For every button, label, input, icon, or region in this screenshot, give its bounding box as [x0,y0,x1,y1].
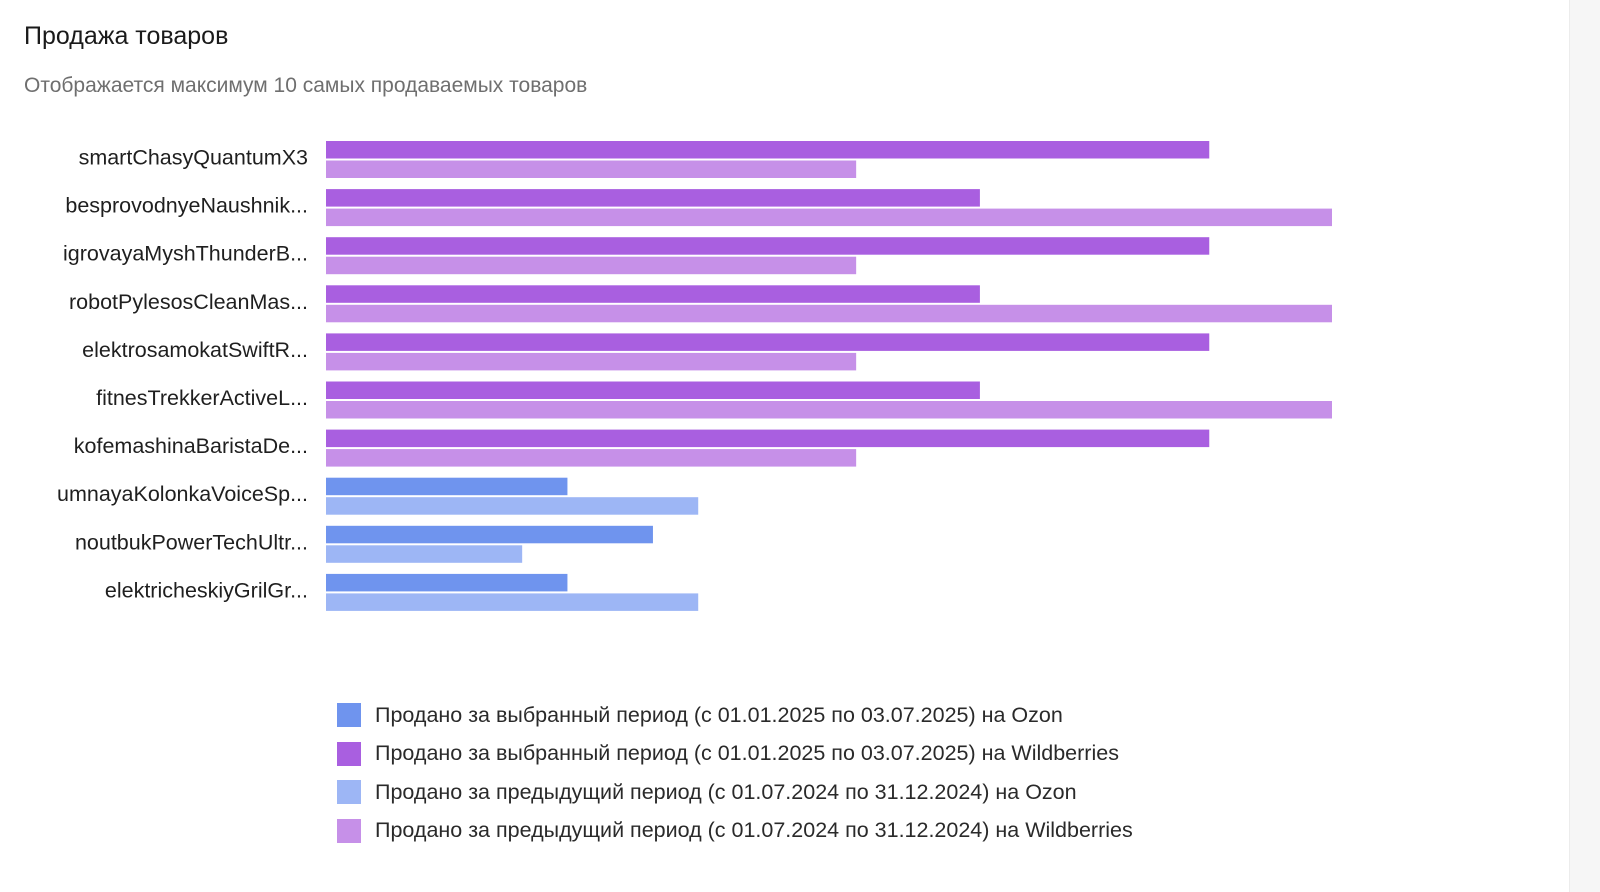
bar-current-3[interactable] [326,285,980,303]
bar-previous-8[interactable] [326,545,523,563]
bar-previous-1[interactable] [326,208,1332,227]
bar-current-4[interactable] [326,333,1210,351]
bar-current-2[interactable] [326,237,1210,255]
legend-item-3[interactable]: Продано за предыдущий период (с 01.07.20… [337,812,1133,851]
legend-item-2[interactable]: Продано за предыдущий период (с 01.07.20… [337,773,1133,812]
bar-current-9[interactable] [326,573,568,592]
legend-label-3: Продано за предыдущий период (с 01.07.20… [375,818,1133,843]
chart-legend: Продано за выбранный период (с 01.01.202… [337,696,1133,850]
category-label-6: kofemashinaBaristaDe... [74,434,308,458]
bar-current-6[interactable] [326,429,1210,448]
bar-previous-2[interactable] [326,256,857,275]
category-label-0: smartChasyQuantumX3 [79,146,308,170]
legend-swatch-0 [337,703,361,728]
bar-previous-0[interactable] [326,160,857,179]
category-label-8: noutbukPowerTechUltr... [75,530,308,554]
chart-subtitle: Отображается максимум 10 самых продаваем… [24,74,588,97]
bar-previous-3[interactable] [326,304,1332,323]
bar-previous-4[interactable] [326,352,857,371]
sales-bar-chart: smartChasyQuantumX3 besprovodnyeNaushnik.… [57,141,1332,611]
legend-swatch-2 [337,780,361,805]
category-label-9: elektricheskiyGrilGr... [105,578,308,602]
bar-previous-7[interactable] [326,497,699,515]
scrollbar-track[interactable] [1569,0,1600,892]
category-label-7: umnayaKolonkaVoiceSp... [57,482,308,506]
bar-current-7[interactable] [326,477,568,496]
category-label-2: igrovayaMyshThunderB... [63,242,308,266]
bar-previous-6[interactable] [326,449,857,467]
category-label-5: fitnesTrekkerActiveL... [96,386,308,410]
legend-swatch-1 [337,741,361,766]
bar-current-5[interactable] [326,381,980,400]
legend-label-1: Продано за выбранный период (с 01.01.202… [375,741,1119,766]
legend-item-1[interactable]: Продано за выбранный период (с 01.01.202… [337,735,1133,774]
category-label-4: elektrosamokatSwiftR... [82,338,308,362]
legend-label-0: Продано за выбранный период (с 01.01.202… [375,702,1063,727]
bar-previous-9[interactable] [326,593,699,611]
bar-previous-5[interactable] [326,401,1332,419]
category-label-3: robotPylesosCleanMas... [69,290,308,314]
legend-label-2: Продано за предыдущий период (с 01.07.20… [375,779,1077,804]
bar-current-0[interactable] [326,141,1210,159]
category-label-1: besprovodnyeNaushnik... [65,194,308,218]
bar-current-8[interactable] [326,525,653,544]
legend-swatch-3 [337,818,361,843]
legend-item-0[interactable]: Продано за выбранный период (с 01.01.202… [337,696,1133,735]
chart-title: Продажа товаров [24,22,229,50]
bar-current-1[interactable] [326,189,980,207]
